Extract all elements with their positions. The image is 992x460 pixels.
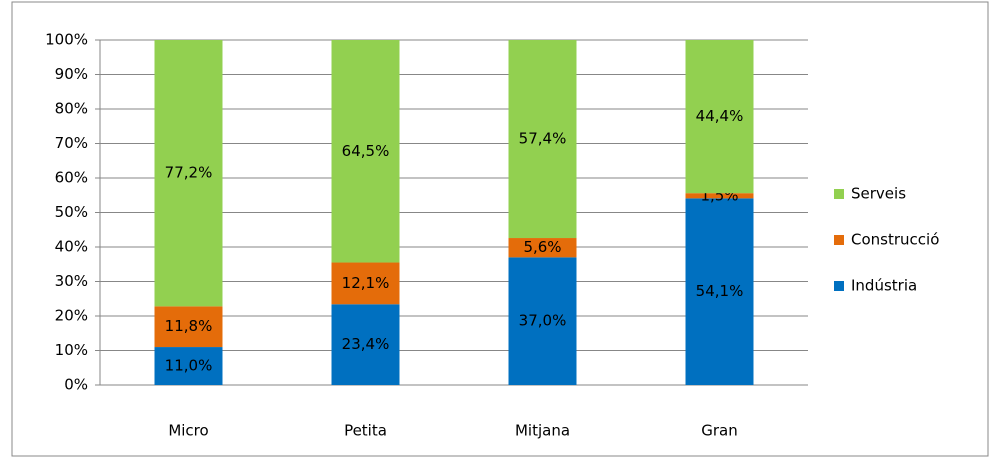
y-tick-label: 0%: [64, 376, 88, 394]
bar-segment: [685, 198, 754, 385]
value-label: 77,2%: [165, 164, 213, 182]
x-tick-label: Gran: [701, 422, 738, 440]
y-tick-label: 100%: [45, 31, 88, 49]
y-tick-label: 50%: [55, 203, 88, 221]
bar-segment: [331, 304, 400, 385]
value-label: 57,4%: [519, 130, 567, 148]
x-tick-label: Petita: [344, 422, 387, 440]
value-label: 5,6%: [523, 238, 561, 256]
legend-swatch: [834, 189, 844, 199]
legend-label: Construcció: [851, 231, 939, 249]
y-tick-label: 80%: [55, 100, 88, 118]
bar-segment: [508, 238, 577, 258]
bar-segment: [331, 40, 400, 263]
legend-swatch: [834, 281, 844, 291]
value-label: 11,0%: [165, 357, 213, 375]
value-label: 37,0%: [519, 312, 567, 330]
value-label: 54,1%: [696, 282, 744, 300]
bar-segment: [508, 257, 577, 385]
bar-segment: [685, 40, 754, 194]
y-tick-label: 20%: [55, 307, 88, 325]
value-label: 12,1%: [342, 274, 390, 292]
y-tick-label: 70%: [55, 134, 88, 152]
value-label: 44,4%: [696, 107, 744, 125]
x-tick-label: Micro: [168, 422, 208, 440]
legend-label: Indústria: [851, 277, 917, 295]
value-label: 11,8%: [165, 317, 213, 335]
bar-segment: [331, 262, 400, 305]
value-label: 64,5%: [342, 142, 390, 160]
y-tick-label: 10%: [55, 341, 88, 359]
y-tick-label: 60%: [55, 169, 88, 187]
y-tick-label: 90%: [55, 65, 88, 83]
bar-segment: [685, 193, 754, 199]
value-label: 23,4%: [342, 335, 390, 353]
legend-swatch: [834, 235, 844, 245]
x-tick-label: Mitjana: [515, 422, 570, 440]
legend-label: Serveis: [851, 185, 906, 203]
bar-segment: [154, 306, 223, 348]
bar-segment: [508, 40, 577, 239]
bar-segment: [154, 40, 223, 307]
y-tick-label: 30%: [55, 272, 88, 290]
y-tick-label: 40%: [55, 238, 88, 256]
bar-segment: [154, 347, 223, 385]
